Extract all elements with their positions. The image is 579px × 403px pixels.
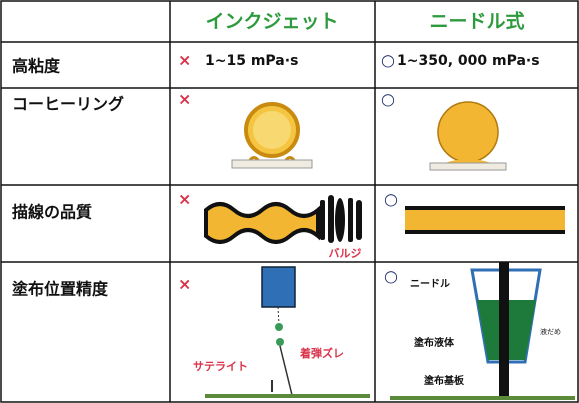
coffee-ring-illustration	[231, 102, 313, 169]
row-label: 塗布位置精度	[12, 280, 109, 299]
circle-mark: ○	[381, 90, 395, 109]
circle-mark: ○	[381, 51, 395, 70]
cell-text: 1~350, 000 mPa·s	[397, 53, 540, 69]
wavy-line-illustration	[204, 195, 362, 244]
annotation: 塗布液体	[414, 336, 455, 349]
cross-mark: ×	[178, 90, 191, 109]
circle-mark: ○	[384, 267, 398, 286]
column-header: ニードル式	[429, 10, 524, 33]
annotation: ニードル	[410, 278, 450, 290]
inkjet-precision-illustration	[205, 266, 370, 398]
cross-mark: ×	[178, 51, 191, 70]
row-label: コーヒーリング	[12, 95, 124, 114]
needle-precision-illustration	[390, 262, 575, 400]
annotation: 塗布基板	[424, 374, 465, 387]
circle-mark: ○	[384, 190, 398, 209]
column-header: インクジェット	[205, 11, 338, 33]
annotation: 着弾ズレ	[299, 346, 344, 360]
straight-line-illustration	[405, 206, 565, 234]
cell-text: 1~15 mPa·s	[205, 53, 298, 69]
row-label: 描線の品質	[12, 203, 92, 222]
annotation: サテライト	[193, 360, 248, 373]
cross-mark: ×	[178, 190, 191, 209]
annotation: 液だめ	[540, 327, 561, 336]
row-label: 高粘度	[12, 57, 61, 76]
cross-mark: ×	[178, 275, 191, 294]
needle-drop-illustration	[429, 101, 507, 171]
annotation: バルジ	[329, 247, 362, 260]
